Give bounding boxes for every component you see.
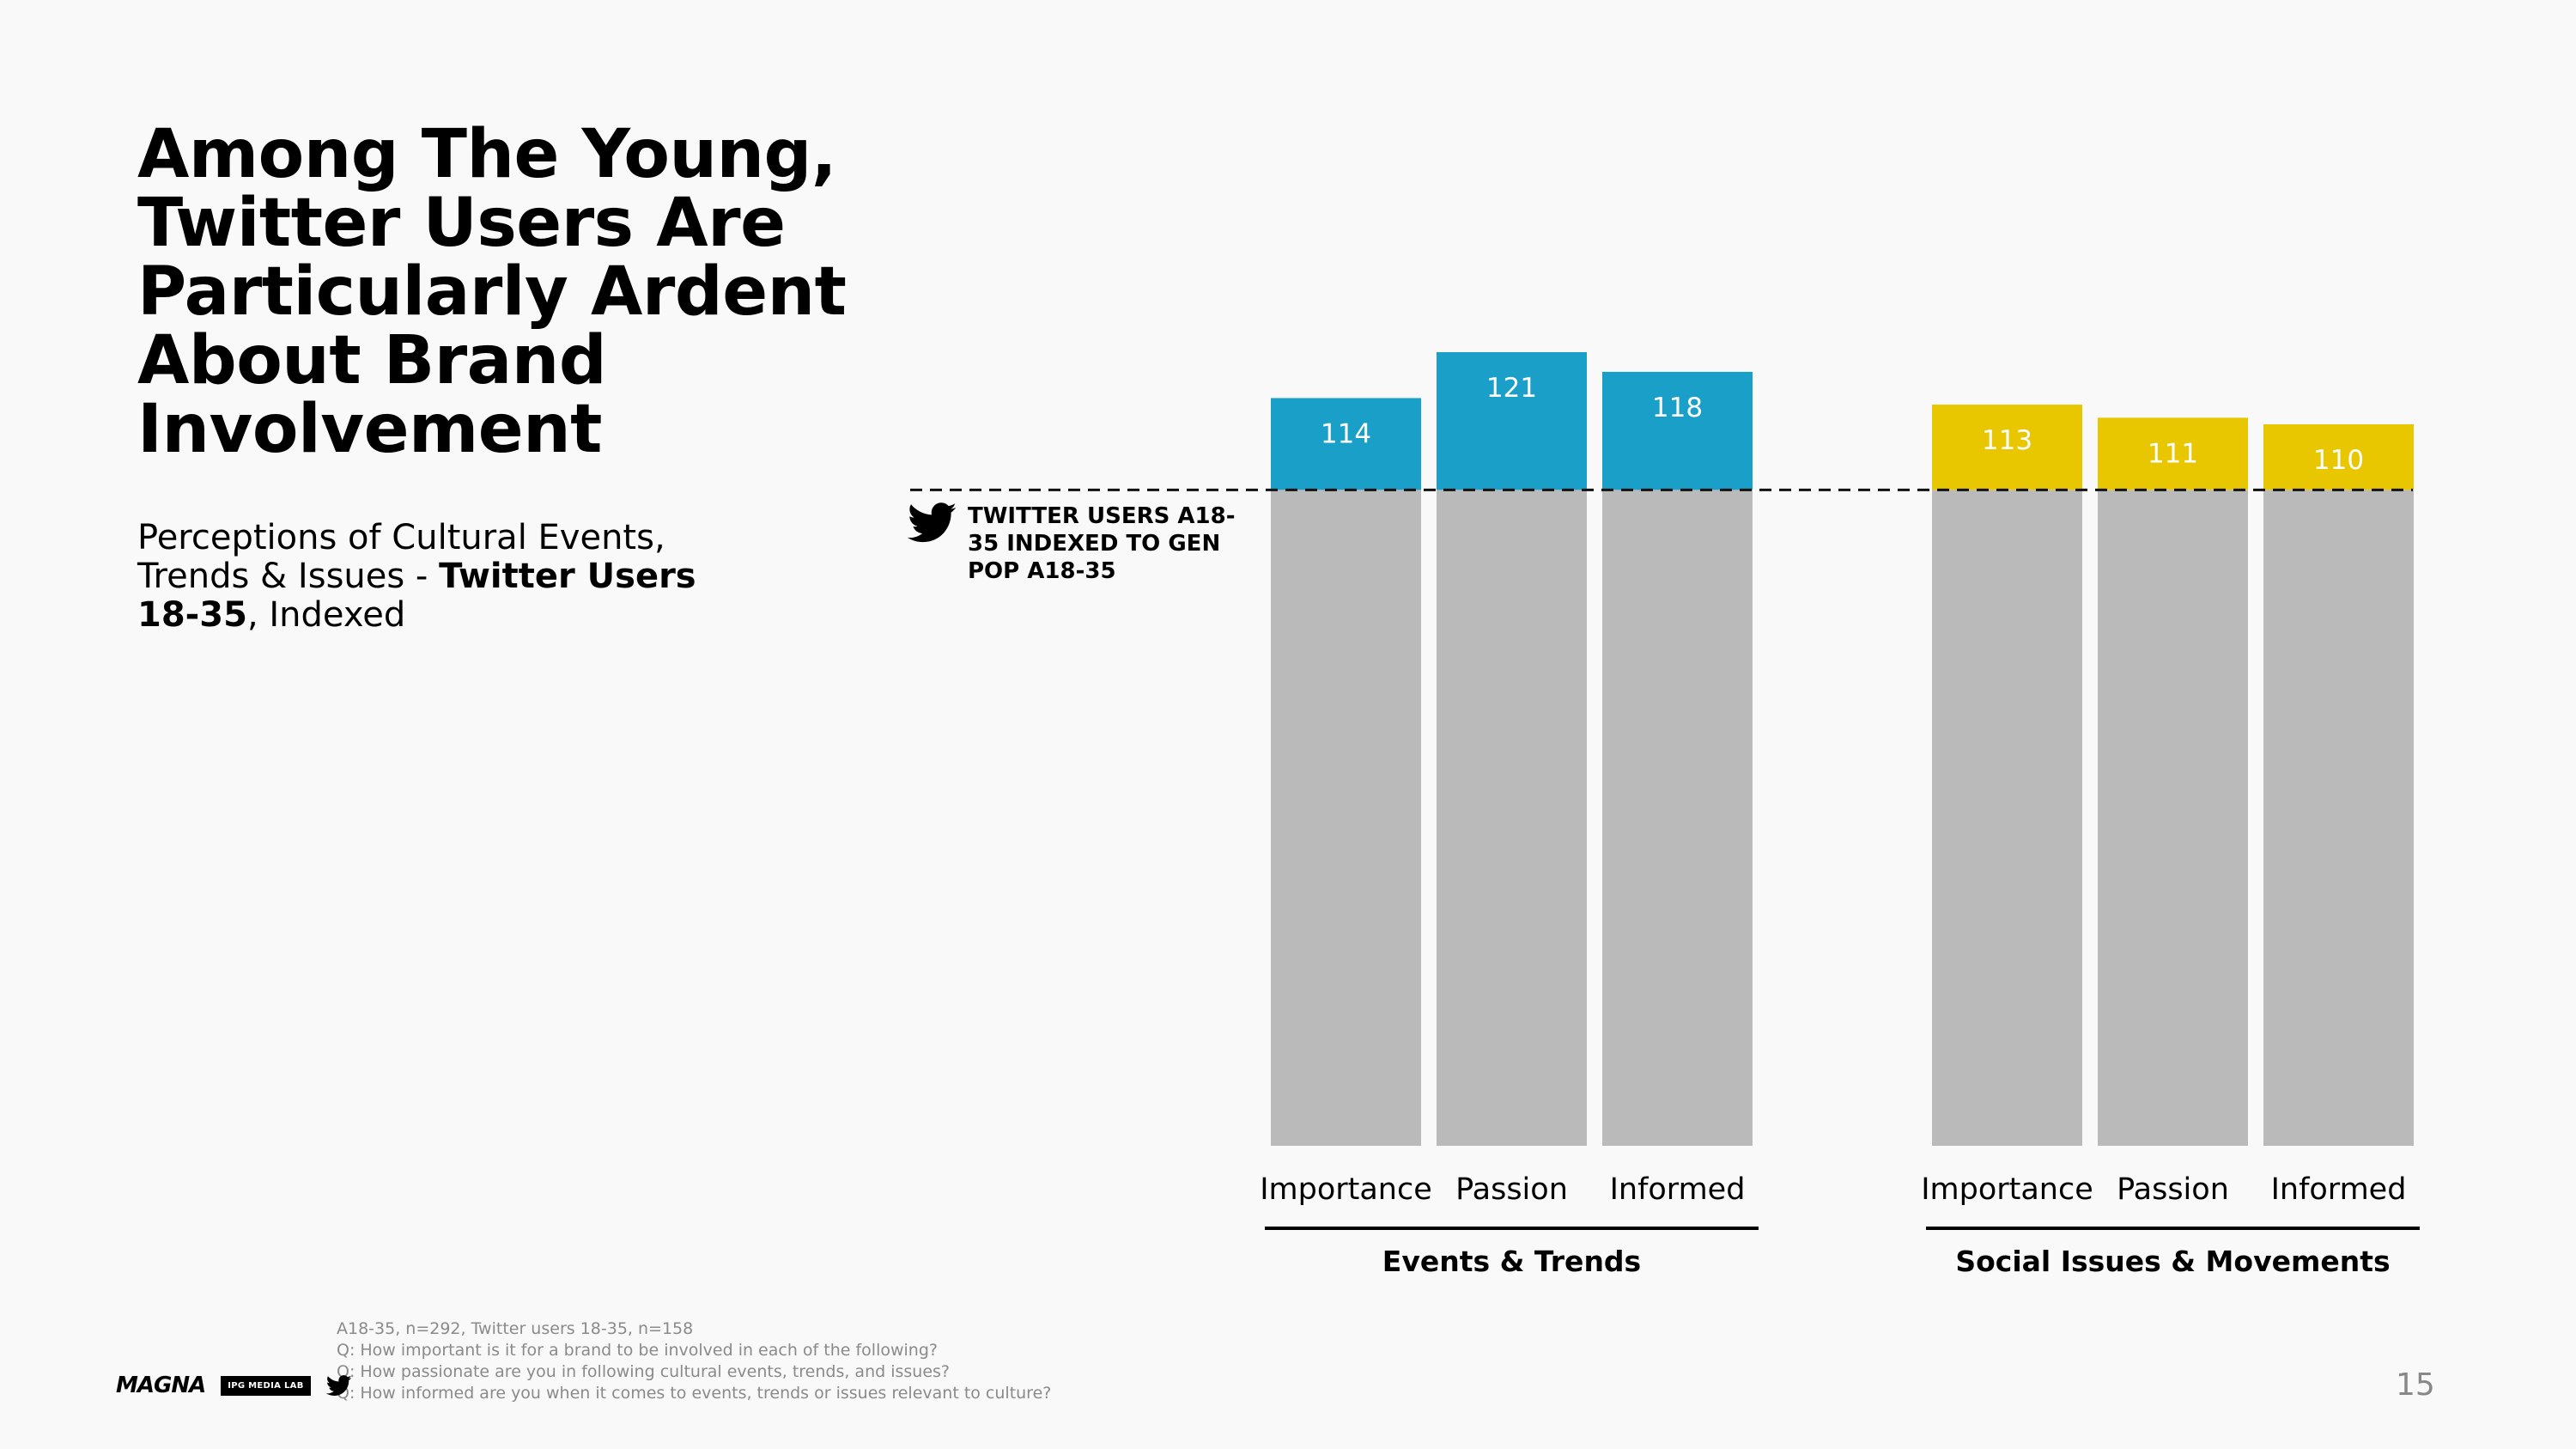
subtitle-suffix: , Indexed: [246, 595, 406, 635]
category-label: Importance: [1260, 1172, 1432, 1207]
category-label: Passion: [1455, 1172, 1568, 1207]
bar-base: [1932, 490, 2082, 1146]
bar-index-segment: [1271, 398, 1421, 490]
bar-base: [1271, 490, 1421, 1146]
subtitle-bold-text: Twitter Users 18-35: [137, 557, 696, 635]
page-number: 15: [2396, 1367, 2435, 1403]
baseline-legend: TWITTER USERS A18-35 INDEXED TO GEN POP …: [908, 502, 1251, 585]
category-label: Informed: [1610, 1172, 1746, 1207]
footer-logos: MAGNA IPG MEDIA LAB: [116, 1373, 352, 1398]
bar-value-label: 114: [1321, 418, 1371, 449]
slide-subtitle: Perceptions of Cultural Events, Trends &…: [137, 519, 738, 635]
group-label: Events & Trends: [1382, 1245, 1641, 1278]
bar-base: [1602, 490, 1753, 1146]
footer-notes: A18-35, n=292, Twitter users 18-35, n=15…: [337, 1318, 1051, 1404]
bar-index-segment: [1932, 405, 2082, 490]
twitter-logo-icon: [325, 1374, 352, 1396]
bar-value-label: 110: [2313, 445, 2364, 476]
bar-index-segment: [2098, 417, 2248, 490]
footer-note: A18-35, n=292, Twitter users 18-35, n=15…: [337, 1319, 694, 1338]
category-label: Informed: [2271, 1172, 2407, 1207]
footer-note: Q: How passionate are you in following c…: [337, 1362, 951, 1381]
bar-value-label: 121: [1486, 373, 1537, 404]
baseline-label-text: TWITTER USERS A18-35 INDEXED TO GEN POP …: [968, 503, 1236, 584]
group-label: Social Issues & Movements: [1955, 1245, 2390, 1278]
bar-index-segment: [2263, 424, 2414, 490]
bar-base: [1437, 490, 1587, 1146]
bar-base: [2263, 490, 2414, 1146]
category-label: Passion: [2117, 1172, 2229, 1207]
bar-index-segment: [1437, 352, 1587, 490]
bar-base: [2098, 490, 2248, 1146]
bar-index-segment: [1602, 371, 1753, 490]
subtitle-text: Perceptions of Cultural Events, Trends &…: [137, 518, 665, 596]
footer-note: Q: How informed are you when it comes to…: [337, 1384, 1052, 1403]
bar-value-label: 111: [2148, 438, 2198, 469]
magna-logo: MAGNA: [116, 1373, 206, 1398]
slide-title: Among The Young, Twitter Users Are Parti…: [137, 116, 847, 468]
category-label: Importance: [1921, 1172, 2093, 1207]
twitter-bird-icon: [908, 502, 957, 543]
footer-note: Q: How important is it for a brand to be…: [337, 1341, 938, 1360]
bar-value-label: 118: [1652, 393, 1703, 423]
bar-value-label: 113: [1982, 425, 2032, 456]
ipg-media-lab-logo: IPG MEDIA LAB: [221, 1375, 311, 1396]
